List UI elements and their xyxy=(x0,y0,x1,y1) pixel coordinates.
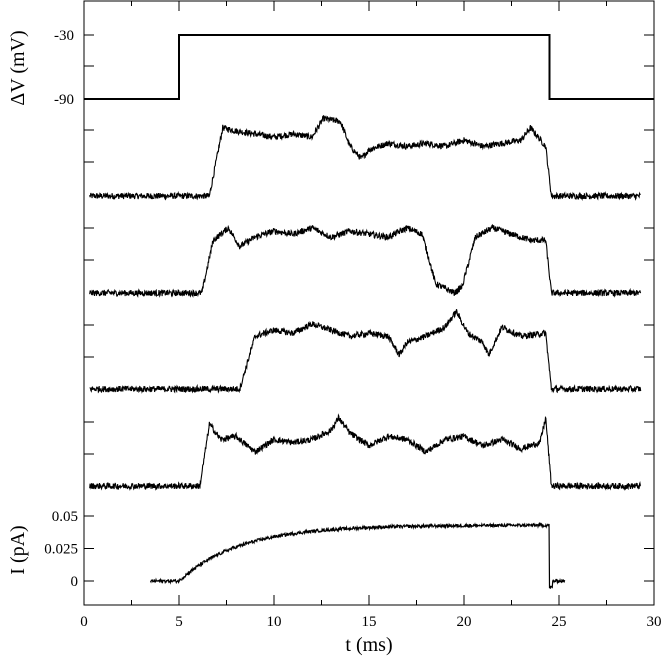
voltage-tick-label: -30 xyxy=(54,28,74,44)
x-tick-label: 10 xyxy=(267,614,282,630)
x-tick-label: 30 xyxy=(647,614,662,630)
current-tick-label: 0 xyxy=(71,574,79,590)
plot-frame xyxy=(83,0,655,606)
trace-2 xyxy=(89,223,642,298)
voltage-tick-label: -90 xyxy=(54,92,74,108)
trace-1 xyxy=(89,114,641,201)
voltage-axis-title: ΔV (mV) xyxy=(7,30,29,105)
current-panel xyxy=(149,521,566,589)
x-axis-title: t (ms) xyxy=(345,634,392,656)
x-tick-label: 0 xyxy=(80,614,88,630)
ticks-layer: 0 5 10 15 20 25 30 -30 -90 0 0.025 0.05 xyxy=(44,1,662,630)
traces-layer xyxy=(89,114,642,491)
current-axis-title: I (pA) xyxy=(7,525,29,574)
x-tick-label: 5 xyxy=(175,614,183,630)
trace-4 xyxy=(89,413,642,491)
voltage-step-line xyxy=(84,34,654,100)
x-tick-label: 20 xyxy=(457,614,472,630)
current-tick-label: 0.025 xyxy=(44,542,78,558)
x-tick-label: 15 xyxy=(362,614,377,630)
current-trace xyxy=(149,521,566,589)
trace-3 xyxy=(89,309,642,394)
current-tick-label: 0.05 xyxy=(52,509,78,525)
voltage-protocol xyxy=(84,34,654,100)
x-tick-label: 25 xyxy=(552,614,567,630)
